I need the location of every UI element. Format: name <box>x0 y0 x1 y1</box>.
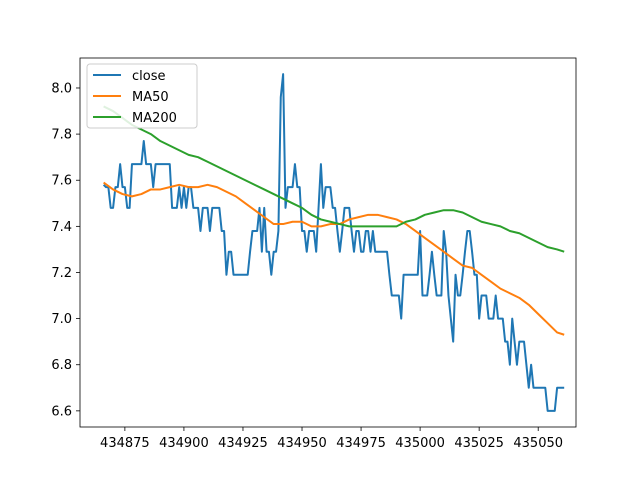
y-tick-label: 6.6 <box>51 404 72 419</box>
y-tick-label: 7.8 <box>51 128 72 143</box>
series-line-ma50 <box>103 181 565 336</box>
series-line-close <box>102 73 565 412</box>
y-tick-label: 6.8 <box>51 358 72 373</box>
x-tick-label: 434975 <box>336 436 386 451</box>
series-line-ma200 <box>103 105 565 253</box>
legend-label-ma50: MA50 <box>132 90 169 105</box>
x-tick-label: 434875 <box>100 436 150 451</box>
y-tick-label: 8.0 <box>51 81 72 96</box>
y-axis: 6.6 6.8 7.0 7.2 7.4 7.6 7.8 8.0 <box>51 81 80 419</box>
legend-label-close: close <box>132 69 165 84</box>
y-tick-label: 7.0 <box>51 312 72 327</box>
legend: close MA50 MA200 <box>86 63 198 129</box>
y-tick-label: 7.4 <box>51 220 72 235</box>
y-tick-label: 7.6 <box>51 174 72 189</box>
legend-box <box>86 63 198 129</box>
legend-label-ma200: MA200 <box>132 111 177 126</box>
x-tick-label: 434925 <box>218 436 268 451</box>
series-layer <box>102 73 565 412</box>
x-tick-label: 434900 <box>159 436 209 451</box>
plot-frame <box>79 57 577 428</box>
y-tick-label: 7.2 <box>51 266 72 281</box>
x-tick-label: 434950 <box>277 436 327 451</box>
x-tick-label: 435050 <box>513 436 563 451</box>
x-axis: 434875 434900 434925 434950 434975 435000 4350… <box>100 427 563 451</box>
x-tick-label: 435025 <box>454 436 504 451</box>
x-tick-label: 435000 <box>395 436 445 451</box>
